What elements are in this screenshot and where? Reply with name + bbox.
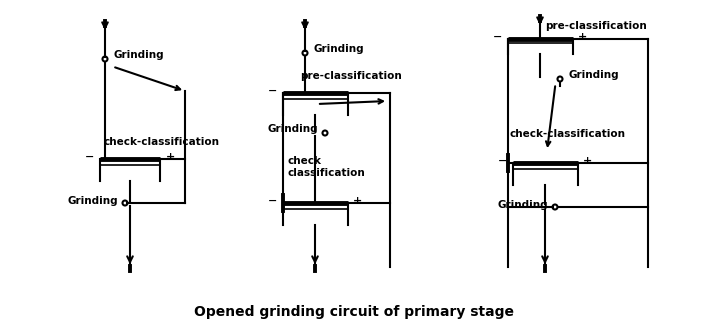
Text: −: − [498, 156, 507, 166]
Text: Grinding: Grinding [268, 124, 318, 134]
Text: check-classification: check-classification [103, 137, 219, 147]
Text: Grinding: Grinding [113, 50, 164, 60]
Text: +: + [583, 156, 592, 166]
Text: +: + [353, 196, 362, 206]
Text: check
classification: check classification [288, 157, 365, 178]
Text: −: − [268, 196, 277, 206]
Text: pre-classification: pre-classification [545, 21, 647, 31]
Text: +: + [578, 32, 587, 42]
Text: Grinding: Grinding [569, 70, 619, 80]
Text: +: + [165, 152, 174, 162]
Text: −: − [85, 152, 95, 162]
Text: check-classification: check-classification [510, 129, 625, 139]
Text: Grinding: Grinding [498, 200, 549, 210]
Text: −: − [268, 86, 277, 96]
Text: Grinding: Grinding [313, 44, 364, 54]
Text: pre-classification: pre-classification [300, 71, 402, 81]
Text: −: − [493, 32, 502, 42]
Text: Grinding: Grinding [68, 196, 118, 206]
Text: Opened grinding circuit of primary stage: Opened grinding circuit of primary stage [194, 305, 515, 319]
